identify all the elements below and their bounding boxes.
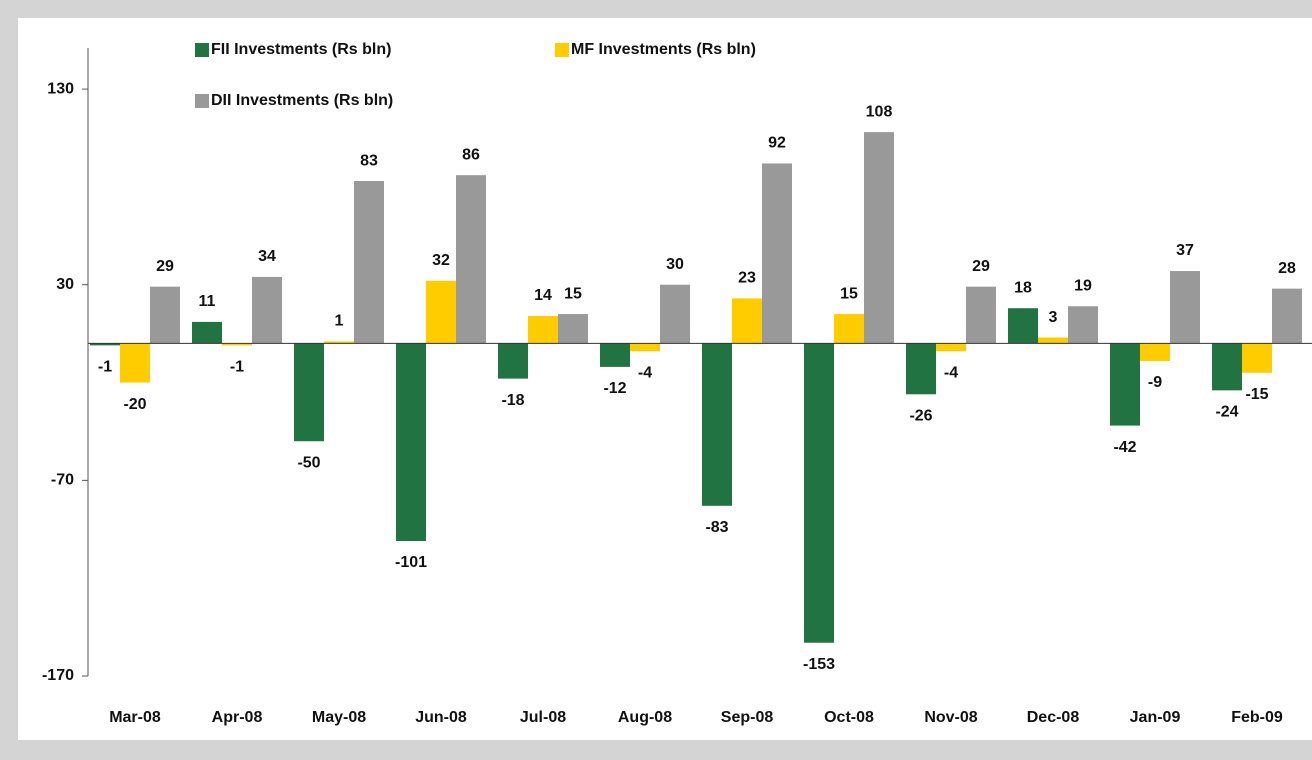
x-tick-label: Feb-09 <box>1231 709 1283 726</box>
bar <box>294 343 324 442</box>
bar <box>600 343 630 367</box>
data-label: -18 <box>501 392 524 409</box>
bar <box>354 181 384 344</box>
data-label: -12 <box>603 380 626 397</box>
data-label: -9 <box>1148 374 1162 391</box>
x-tick-label: Oct-08 <box>824 709 874 726</box>
bar <box>906 343 936 395</box>
bar <box>804 343 834 643</box>
y-tick-label: -70 <box>51 472 74 489</box>
data-label: 37 <box>1176 242 1194 259</box>
data-label: 14 <box>534 287 552 304</box>
bar <box>834 314 864 344</box>
data-label: 1 <box>335 313 344 330</box>
bar <box>936 343 966 352</box>
data-label: 83 <box>360 152 378 169</box>
bar <box>1068 306 1098 344</box>
bar <box>120 343 150 383</box>
data-label: 11 <box>199 293 216 310</box>
bar <box>498 343 528 379</box>
x-tick-label: Nov-08 <box>924 709 977 726</box>
data-label: -4 <box>638 364 652 381</box>
data-label: 30 <box>666 256 684 273</box>
bar <box>528 316 558 344</box>
y-tick-label: 30 <box>56 276 74 293</box>
data-label: 29 <box>972 258 990 275</box>
bar <box>966 286 996 344</box>
bar <box>1212 343 1242 391</box>
data-label: 34 <box>258 248 276 265</box>
legend-label: MF Investments (Rs bln) <box>571 41 756 58</box>
bar <box>1272 288 1302 344</box>
data-label: -42 <box>1113 439 1136 456</box>
data-label: -26 <box>909 407 932 424</box>
bar <box>1140 343 1170 362</box>
data-label: 3 <box>1049 309 1058 326</box>
bar <box>732 298 762 344</box>
y-tick-label: 130 <box>47 80 74 97</box>
bar <box>630 343 660 352</box>
bar <box>864 132 894 344</box>
data-label: 15 <box>840 285 858 302</box>
data-label: -101 <box>395 554 427 571</box>
data-label: 29 <box>156 258 174 275</box>
x-tick-label: Dec-08 <box>1027 709 1080 726</box>
data-label: -50 <box>297 454 320 471</box>
data-label: -1 <box>230 359 244 376</box>
data-label: -15 <box>1245 386 1268 403</box>
x-tick-label: May-08 <box>312 709 366 726</box>
y-tick-label: -170 <box>42 667 74 684</box>
bar <box>90 343 120 346</box>
x-tick-label: Jun-08 <box>415 709 467 726</box>
legend-label: FII Investments (Rs bln) <box>211 41 391 58</box>
bar <box>1170 271 1200 344</box>
data-label: 19 <box>1074 277 1092 294</box>
bar <box>1038 337 1068 344</box>
data-label: -83 <box>705 519 728 536</box>
data-label: 32 <box>432 252 450 269</box>
bar <box>1008 308 1038 344</box>
legend-swatch <box>195 94 209 108</box>
bar <box>702 343 732 506</box>
bar <box>222 343 252 346</box>
bar <box>762 163 792 344</box>
x-tick-label: Jan-09 <box>1130 709 1181 726</box>
bar <box>192 321 222 344</box>
plot-panel <box>18 18 1312 740</box>
data-label: -24 <box>1215 404 1238 421</box>
data-label: 15 <box>564 285 582 302</box>
bar <box>1242 343 1272 373</box>
x-tick-label: Mar-08 <box>109 709 161 726</box>
data-label: -1 <box>98 359 112 376</box>
bar <box>426 280 456 344</box>
bar <box>558 314 588 344</box>
data-label: 108 <box>866 103 893 120</box>
data-label: 23 <box>738 270 756 287</box>
x-tick-label: Sep-08 <box>721 709 774 726</box>
bar <box>324 341 354 344</box>
legend-swatch <box>555 43 569 57</box>
bar <box>1110 343 1140 426</box>
bar <box>396 343 426 542</box>
data-label: 28 <box>1278 260 1296 277</box>
x-tick-label: Apr-08 <box>212 709 263 726</box>
legend-label: DII Investments (Rs bln) <box>211 92 393 109</box>
legend-swatch <box>195 43 209 57</box>
x-tick-label: Jul-08 <box>520 709 566 726</box>
data-label: -20 <box>123 396 146 413</box>
bar <box>660 284 690 344</box>
bar <box>252 276 282 344</box>
data-label: 86 <box>462 146 480 163</box>
data-label: -153 <box>803 656 835 673</box>
data-label: -4 <box>944 364 958 381</box>
bar <box>150 286 180 344</box>
data-label: 18 <box>1014 279 1032 296</box>
x-tick-label: Aug-08 <box>618 709 672 726</box>
bar <box>456 175 486 344</box>
data-label: 92 <box>768 135 786 152</box>
